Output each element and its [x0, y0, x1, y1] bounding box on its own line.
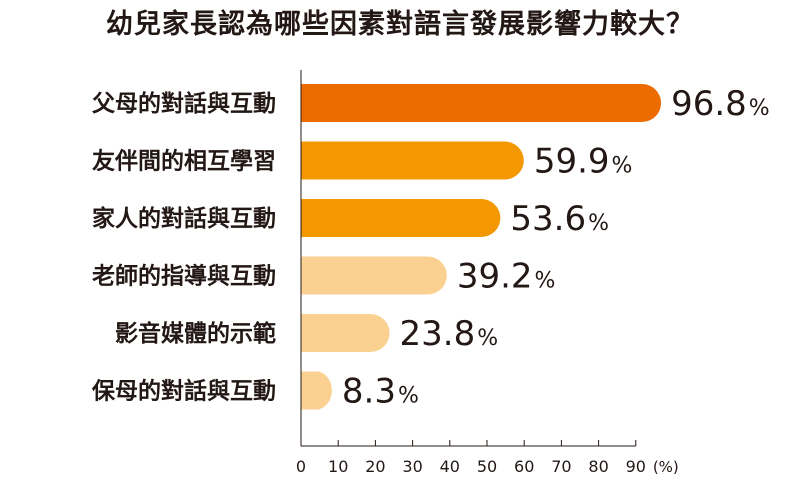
x-tick-label: 30	[402, 457, 422, 476]
value-suffix: %	[612, 154, 633, 179]
x-tick-label: 0	[296, 457, 306, 476]
x-tick-label: 20	[365, 457, 385, 476]
value-label: 23.8%	[400, 314, 499, 354]
value-number: 23.8	[400, 314, 476, 354]
x-tick-label: 50	[477, 457, 497, 476]
value-suffix: %	[749, 96, 770, 121]
x-tick-label: 70	[551, 457, 571, 476]
value-number: 8.3	[342, 372, 396, 412]
bar-base	[301, 314, 320, 352]
value-number: 39.2	[457, 257, 533, 297]
value-suffix: %	[398, 384, 419, 409]
x-tick-label: 60	[514, 457, 534, 476]
bar	[301, 84, 662, 122]
category-label: 影音媒體的示範	[115, 320, 276, 347]
bar-base	[301, 371, 320, 410]
bar-base	[301, 84, 320, 122]
value-number: 96.8	[671, 84, 747, 124]
x-axis-unit: (%)	[653, 458, 679, 476]
value-label: 53.6%	[510, 199, 609, 239]
bar	[301, 256, 447, 295]
x-tick-label: 40	[440, 457, 460, 476]
bar	[301, 141, 524, 180]
x-tick-label: 90	[626, 457, 646, 476]
value-label: 8.3%	[342, 372, 419, 412]
value-number: 59.9	[534, 142, 610, 182]
value-suffix: %	[535, 269, 556, 294]
value-label: 96.8%	[671, 84, 770, 124]
category-label: 家人的對話與互動	[92, 205, 276, 232]
bar	[301, 314, 390, 352]
x-tick-label: 80	[588, 457, 608, 476]
value-label: 39.2%	[457, 257, 556, 297]
value-suffix: %	[588, 211, 609, 236]
value-number: 53.6	[510, 199, 586, 239]
bar-base	[301, 141, 320, 180]
chart-title: 幼兒家長認為哪些因素對語言發展影響力較大？	[106, 9, 694, 40]
bar-base	[301, 199, 320, 237]
value-suffix: %	[477, 326, 498, 351]
category-label: 父母的對話與互動	[92, 90, 276, 117]
category-label: 老師的指導與互動	[91, 263, 276, 290]
value-label: 59.9%	[534, 142, 633, 182]
bar	[301, 199, 501, 237]
x-tick-label: 10	[328, 457, 348, 476]
category-label: 保母的對話與互動	[91, 378, 276, 405]
category-label: 友伴間的相互學習	[92, 148, 276, 175]
bar-base	[301, 256, 320, 295]
